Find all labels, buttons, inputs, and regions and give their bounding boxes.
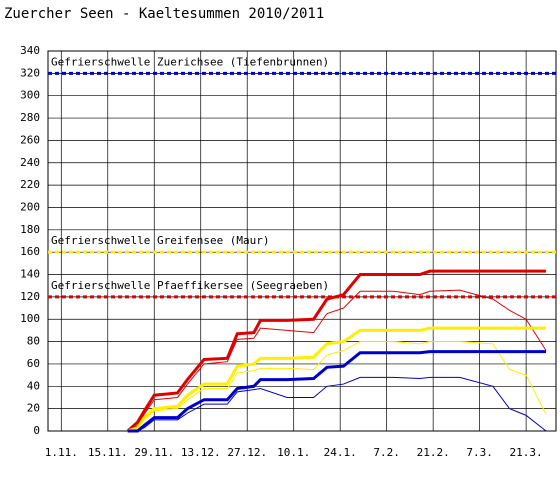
y-tick-label: 100 [20,312,40,325]
y-tick-label: 200 [20,200,40,213]
series-line [127,326,547,433]
x-tick-label: 21.3. [510,446,543,459]
plot-frame [47,50,557,432]
series-line [126,269,547,433]
threshold-label: Gefrierschwelle Pfaeffikersee (Seegraebe… [51,279,329,292]
series-line [127,341,547,432]
x-tick-label: 24.1. [324,446,357,459]
x-tick-label: 7.2. [373,446,400,459]
x-tick-label: 15.11. [88,446,128,459]
y-tick-label: 0 [33,424,40,437]
x-tick-label: 13.12. [181,446,221,459]
y-tick-label: 240 [20,156,40,169]
y-tick-label: 180 [20,223,40,236]
x-tick-label: 7.3. [466,446,493,459]
y-tick-label: 160 [20,245,40,258]
y-tick-label: 120 [20,290,40,303]
y-tick-label: 20 [27,402,40,415]
y-tick-label: 280 [20,111,40,124]
threshold-label: Gefrierschwelle Greifensee (Maur) [51,234,270,247]
threshold-label: Gefrierschwelle Zuerichsee (Tiefenbrunne… [51,55,329,68]
x-tick-label: 21.2. [417,446,450,459]
y-tick-label: 40 [27,379,40,392]
y-tick-label: 60 [27,357,40,370]
y-tick-label: 320 [20,66,40,79]
y-tick-label: 140 [20,268,40,281]
y-tick-label: 300 [20,89,40,102]
x-tick-label: 29.11. [134,446,174,459]
y-tick-label: 80 [27,335,40,348]
x-tick-label: 1.11. [45,446,78,459]
series-line [127,350,547,433]
series-line [127,376,547,432]
x-tick-label: 27.12. [227,446,267,459]
x-tick-label: 10.1. [277,446,310,459]
y-tick-label: 340 [20,44,40,57]
y-tick-label: 260 [20,133,40,146]
y-tick-label: 220 [20,178,40,191]
series-line [127,289,547,432]
chart-title: Zuercher Seen - Kaeltesummen 2010/2011 [4,6,324,22]
